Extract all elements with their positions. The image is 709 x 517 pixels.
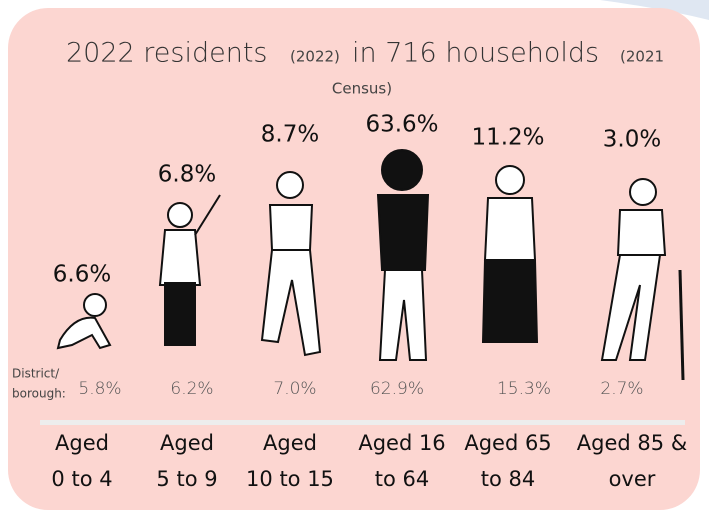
district-percent: 6.2% [170, 379, 213, 399]
local-percent: 11.2% [471, 125, 544, 151]
district-label: borough: [12, 387, 66, 401]
age-label: 5 to 9 [156, 467, 217, 491]
age-label: to 84 [481, 467, 535, 491]
district-percent: 15.3% [497, 379, 551, 399]
district-percent: 2.7% [600, 379, 643, 399]
infographic: 2022 residents (2022) in 716 households … [0, 0, 709, 517]
district-percent: 7.0% [273, 379, 316, 399]
age-label: over [609, 467, 656, 491]
district-percent: 62.9% [370, 379, 424, 399]
title-year: (2022) [290, 48, 340, 66]
title-households: in 716 households [352, 38, 599, 69]
district-label: District/ [12, 367, 60, 381]
local-percent: 3.0% [603, 127, 661, 153]
age-label: Aged 65 [464, 431, 551, 455]
title-census: (2021 [620, 48, 664, 66]
age-label: Aged [160, 431, 214, 455]
local-percent: 63.6% [365, 112, 438, 138]
age-label: to 64 [375, 467, 429, 491]
district-percent: 5.8% [78, 379, 121, 399]
age-label: Aged 85 & [577, 431, 687, 455]
age-label: Aged [263, 431, 317, 455]
age-label: 10 to 15 [246, 467, 334, 491]
age-label: Aged [55, 431, 109, 455]
age-label: 0 to 4 [51, 467, 112, 491]
local-percent: 8.7% [261, 122, 319, 148]
separator [40, 420, 685, 425]
title-census: Census) [332, 80, 392, 98]
local-percent: 6.6% [53, 262, 111, 288]
title-main: 2022 residents [66, 38, 268, 69]
local-percent: 6.8% [158, 162, 216, 188]
age-label: Aged 16 [358, 431, 445, 455]
